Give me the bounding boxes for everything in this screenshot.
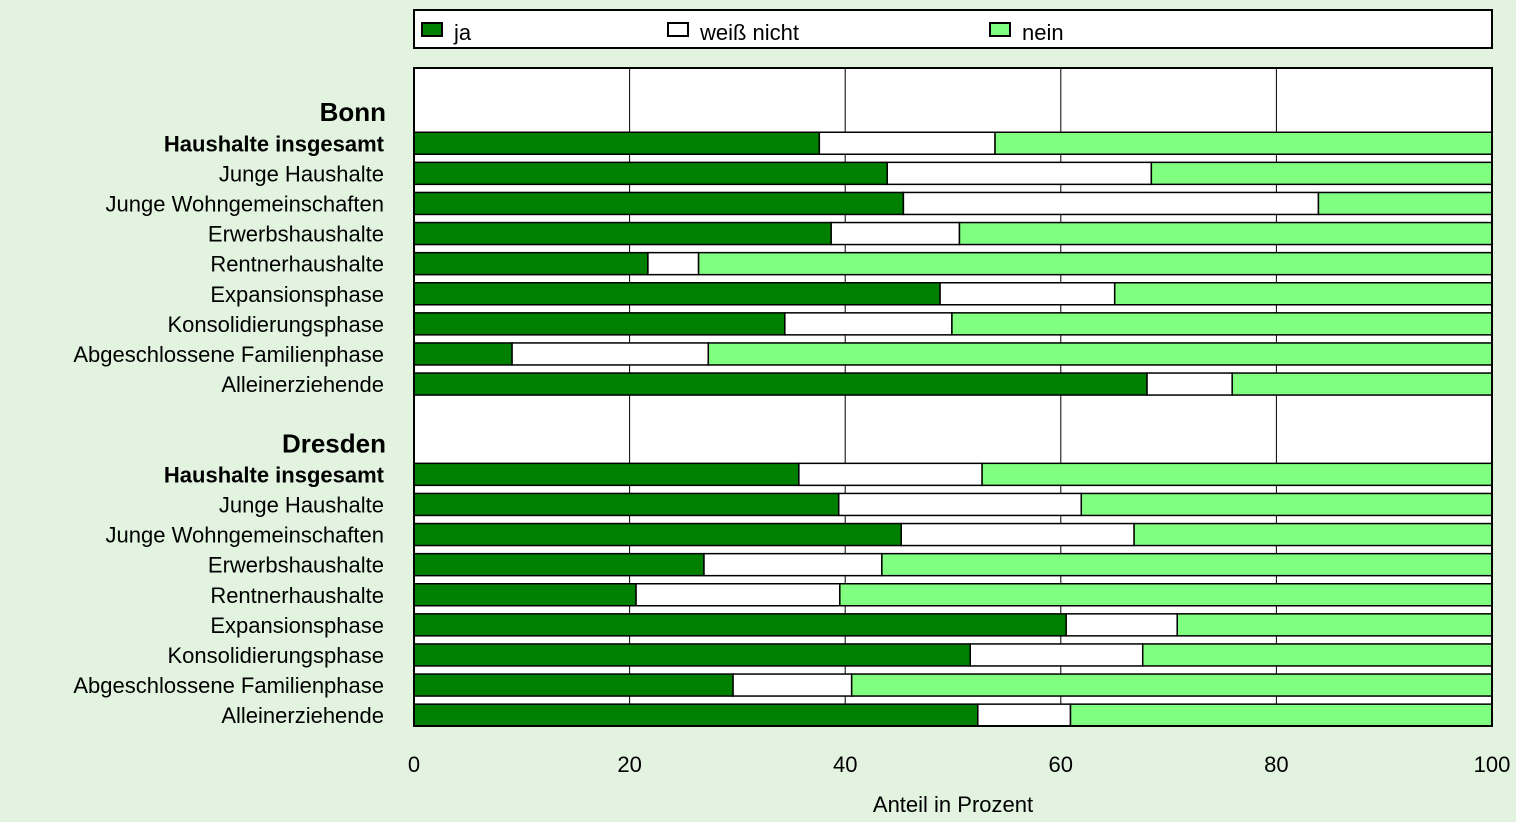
bar-dresden-ja-junge-haushalte — [413, 492, 840, 517]
bar-dresden-weiss-nicht-junge-wohngemeinschaften — [900, 522, 1135, 547]
bar-dresden-weiss-nicht-konsolidierungsphase — [969, 643, 1144, 667]
category-label: Konsolidierungsphase — [168, 643, 385, 668]
bar-dresden-weiss-nicht-erwerbshaushalte — [703, 552, 883, 577]
bar-dresden-nein-abgeschlossene-familienphase — [850, 673, 1493, 697]
bar-bonn-weiss-nicht-junge-wohngemeinschaften — [902, 191, 1320, 216]
bar-bonn-weiss-nicht-erwerbshaushalte — [830, 221, 961, 246]
bar-bonn-ja-junge-haushalte — [413, 161, 888, 186]
bar-bonn-nein-erwerbshaushalte — [958, 221, 1493, 246]
bar-bonn-weiss-nicht-konsolidierungsphase — [784, 312, 953, 336]
bar-dresden-ja-erwerbshaushalte — [413, 552, 705, 577]
bar-dresden-ja-junge-wohngemeinschaften — [413, 522, 903, 547]
category-label: Konsolidierungsphase — [168, 312, 385, 337]
bar-dresden-ja-haushalte-insgesamt — [413, 462, 800, 487]
bar-bonn-ja-abgeschlossene-familienphase — [413, 342, 513, 366]
bar-dresden-nein-rentnerhaushalte — [839, 583, 1493, 607]
x-tick-label: 100 — [1474, 752, 1511, 777]
bar-bonn-weiss-nicht-haushalte-insgesamt — [818, 131, 996, 155]
legend-label-nein: nein — [1022, 20, 1064, 45]
bar-dresden-nein-junge-wohngemeinschaften — [1133, 522, 1493, 547]
plot-frame — [413, 67, 1493, 727]
legend-swatch-ja — [421, 22, 443, 37]
bar-bonn-nein-alleinerziehende — [1231, 372, 1493, 396]
bar-dresden-nein-junge-haushalte — [1080, 492, 1493, 517]
x-tick-label: 40 — [833, 752, 857, 777]
bar-dresden-ja-konsolidierungsphase — [413, 643, 971, 667]
legend: ja weiß nicht nein — [413, 9, 1493, 49]
category-label: Erwerbshaushalte — [208, 222, 384, 247]
legend-label-weiss-nicht: weiß nicht — [699, 20, 799, 45]
bar-dresden-ja-expansionsphase — [413, 613, 1067, 637]
bar-bonn-weiss-nicht-alleinerziehende — [1146, 372, 1233, 396]
bar-bonn-nein-rentnerhaushalte — [697, 251, 1493, 276]
bar-bonn-nein-konsolidierungsphase — [951, 312, 1493, 336]
bar-dresden-nein-erwerbshaushalte — [881, 552, 1493, 577]
bar-bonn-weiss-nicht-junge-haushalte — [886, 161, 1153, 186]
category-label: Alleinerziehende — [221, 372, 384, 397]
category-label: Abgeschlossene Familienphase — [73, 342, 384, 367]
category-label: Expansionsphase — [210, 282, 384, 307]
bar-bonn-ja-konsolidierungsphase — [413, 312, 786, 336]
plot-area — [413, 67, 1493, 727]
bar-dresden-ja-rentnerhaushalte — [413, 583, 637, 607]
x-tick-label: 60 — [1049, 752, 1073, 777]
bar-dresden-nein-alleinerziehende — [1069, 703, 1493, 727]
bar-bonn-nein-junge-haushalte — [1150, 161, 1493, 186]
bar-dresden-nein-konsolidierungsphase — [1141, 643, 1493, 667]
category-label: Junge Wohngemeinschaften — [106, 191, 384, 216]
bar-bonn-weiss-nicht-rentnerhaushalte — [647, 251, 700, 276]
bar-bonn-ja-expansionsphase — [413, 282, 941, 306]
x-axis-label: Anteil in Prozent — [873, 792, 1033, 817]
bar-dresden-weiss-nicht-alleinerziehende — [977, 703, 1072, 727]
bar-dresden-weiss-nicht-abgeschlossene-familienphase — [732, 673, 853, 697]
group-label-dresden: Dresden — [282, 428, 386, 458]
bar-bonn-ja-alleinerziehende — [413, 372, 1148, 396]
legend-swatch-weiss-nicht — [667, 22, 689, 37]
bar-dresden-weiss-nicht-rentnerhaushalte — [635, 583, 841, 607]
legend-label-ja: ja — [453, 20, 472, 45]
category-label: Junge Wohngemeinschaften — [106, 523, 384, 548]
bar-dresden-nein-expansionsphase — [1176, 613, 1493, 637]
bar-bonn-nein-junge-wohngemeinschaften — [1317, 191, 1493, 216]
legend-box — [413, 9, 1493, 49]
bar-bonn-ja-rentnerhaushalte — [413, 251, 649, 276]
category-label: Junge Haushalte — [219, 492, 384, 517]
bar-bonn-nein-expansionsphase — [1113, 282, 1493, 306]
category-label: Haushalte insgesamt — [164, 131, 385, 156]
category-label: Alleinerziehende — [221, 703, 384, 728]
category-label: Rentnerhaushalte — [210, 583, 384, 608]
x-tick-label: 20 — [617, 752, 641, 777]
category-label: Expansionsphase — [210, 613, 384, 638]
category-label: Erwerbshaushalte — [208, 553, 384, 578]
legend-swatch-nein — [989, 22, 1011, 37]
group-label-bonn: Bonn — [320, 97, 386, 127]
x-tick-label: 0 — [408, 752, 420, 777]
bar-bonn-ja-junge-wohngemeinschaften — [413, 191, 905, 216]
bar-dresden-weiss-nicht-junge-haushalte — [837, 492, 1083, 517]
bar-dresden-weiss-nicht-haushalte-insgesamt — [798, 462, 983, 487]
bar-bonn-ja-erwerbshaushalte — [413, 221, 832, 246]
bar-dresden-ja-alleinerziehende — [413, 703, 979, 727]
category-label: Abgeschlossene Familienphase — [73, 673, 384, 698]
bar-bonn-weiss-nicht-abgeschlossene-familienphase — [511, 342, 710, 366]
bar-bonn-weiss-nicht-expansionsphase — [939, 282, 1116, 306]
bar-dresden-nein-haushalte-insgesamt — [981, 462, 1493, 487]
x-tick-label: 80 — [1264, 752, 1288, 777]
bar-dresden-weiss-nicht-expansionsphase — [1065, 613, 1178, 637]
bar-dresden-ja-abgeschlossene-familienphase — [413, 673, 734, 697]
bar-bonn-nein-haushalte-insgesamt — [994, 131, 1493, 155]
bar-bonn-nein-abgeschlossene-familienphase — [707, 342, 1493, 366]
category-label: Haushalte insgesamt — [164, 462, 385, 487]
category-label: Rentnerhaushalte — [210, 252, 384, 277]
bar-bonn-ja-haushalte-insgesamt — [413, 131, 821, 155]
category-label: Junge Haushalte — [219, 161, 384, 186]
